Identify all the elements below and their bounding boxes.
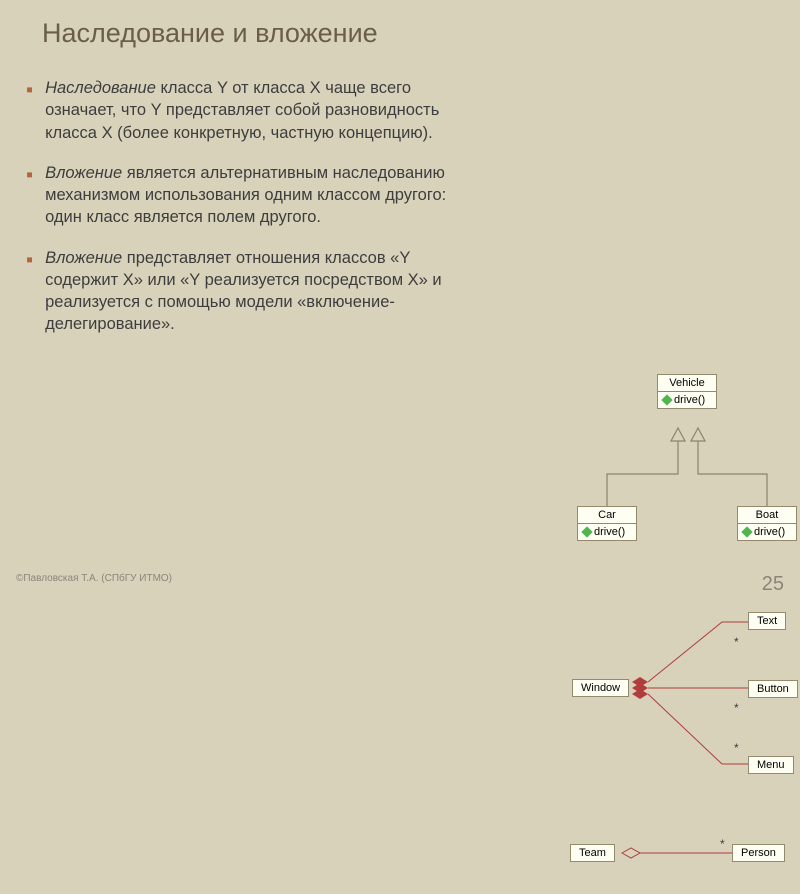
bullet-emph: Вложение (45, 249, 122, 267)
svg-text:*: * (734, 701, 739, 715)
visibility-icon (661, 394, 672, 405)
class-name: Boat (738, 507, 796, 524)
class-button: Button (748, 680, 798, 698)
page-number: 25 (762, 573, 784, 596)
class-method: drive() (658, 392, 716, 408)
body-content: ▪ Наследование класса Y от класса X чаще… (22, 77, 462, 336)
svg-text:*: * (720, 837, 725, 851)
class-method: drive() (738, 524, 796, 540)
method-label: drive() (674, 394, 705, 406)
class-car: Car drive() (577, 506, 637, 541)
bullet-1: ▪ Наследование класса Y от класса X чаще… (22, 77, 462, 144)
class-name: Car (578, 507, 636, 524)
class-method: drive() (578, 524, 636, 540)
bullet-marker: ▪ (26, 77, 33, 144)
bullet-2: ▪ Вложение является альтернативным насле… (22, 162, 462, 229)
method-label: drive() (754, 526, 785, 538)
svg-text:*: * (734, 741, 739, 755)
bullet-emph: Наследование (45, 79, 156, 97)
class-menu: Menu (748, 756, 794, 774)
class-team: Team (570, 844, 615, 862)
class-window: Window (572, 679, 629, 697)
slide-title: Наследование и вложение (42, 18, 788, 49)
bullet-3: ▪ Вложение представляет отношения классо… (22, 247, 462, 336)
bullet-marker: ▪ (26, 162, 33, 229)
bullet-marker: ▪ (26, 247, 33, 336)
visibility-icon (741, 526, 752, 537)
class-person: Person (732, 844, 785, 862)
footer-author: ©Павловская Т.А. (СПбГУ ИТМО) (16, 573, 172, 596)
method-label: drive() (594, 526, 625, 538)
svg-text:*: * (734, 635, 739, 649)
class-vehicle: Vehicle drive() (657, 374, 717, 409)
class-text: Text (748, 612, 786, 630)
class-boat: Boat drive() (737, 506, 797, 541)
bullet-emph: Вложение (45, 164, 122, 182)
aggregation-connectors: * (22, 354, 800, 894)
visibility-icon (581, 526, 592, 537)
class-name: Vehicle (658, 375, 716, 392)
